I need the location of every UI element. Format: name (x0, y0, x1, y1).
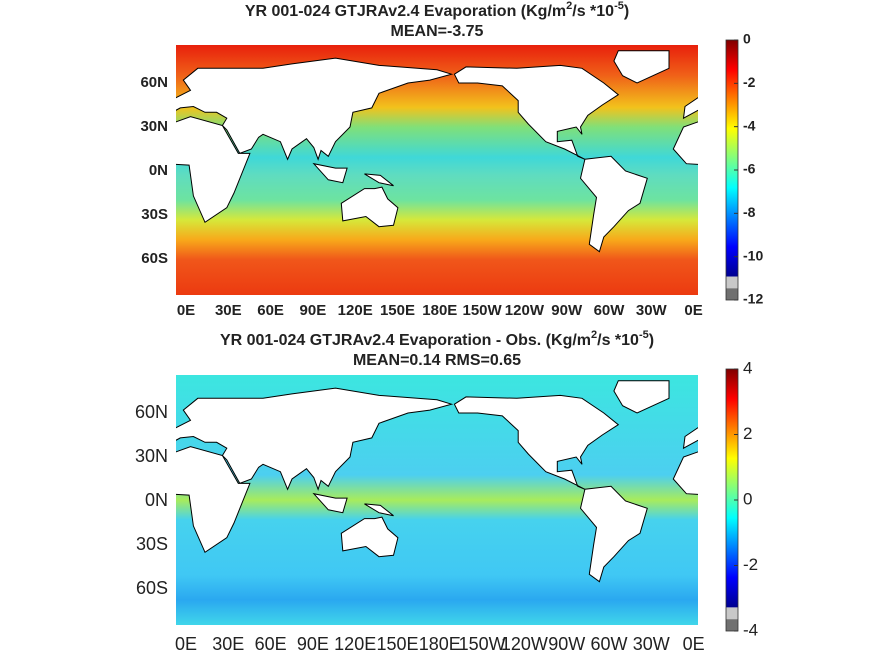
lon-label: 120E (338, 302, 373, 319)
title: YR 001-024 GTJRAv2.4 Evaporation (Kg/m2/… (245, 0, 629, 20)
colorbar-tick-label: 2 (743, 424, 752, 443)
lon-label: 60W (590, 634, 627, 654)
land (836, 494, 869, 513)
colorbar-under (726, 277, 738, 289)
land (863, 517, 875, 557)
colorbar-tick-label: -12 (743, 291, 763, 307)
land (684, 388, 875, 489)
lon-label: 0E (683, 634, 705, 654)
lat-label: 60S (136, 578, 168, 598)
lon-label: 90W (548, 634, 585, 654)
lon-label: 120E (334, 634, 376, 654)
colorbar-tick-label: 0 (743, 31, 751, 47)
land (59, 486, 126, 581)
subtitle: MEAN=-3.75 (391, 23, 484, 40)
title-part: ) (649, 332, 654, 349)
subtitle: MEAN=0.14 RMS=0.65 (353, 352, 521, 369)
lon-label: 60W (594, 302, 626, 319)
lon-label: 150W (459, 634, 506, 654)
lat-label: 30S (136, 534, 168, 554)
colorbar-fill (726, 369, 738, 607)
lat-label: 0N (149, 162, 168, 179)
lat-label: 30S (141, 206, 168, 223)
lon-label: 30W (636, 302, 668, 319)
colorbar-tick-label: -6 (743, 161, 756, 177)
land (0, 395, 96, 489)
lon-label: 30E (215, 302, 242, 319)
lat-label: 60N (140, 74, 168, 91)
lon-label: 150E (376, 634, 418, 654)
land (0, 65, 96, 159)
lon-label: 90E (297, 634, 329, 654)
lon-label: 30E (212, 634, 244, 654)
lat-label: 30N (135, 446, 168, 466)
land (684, 58, 875, 159)
colorbar-tick-label: -10 (743, 247, 763, 263)
lon-label: 60E (255, 634, 287, 654)
colorbar-fill (726, 40, 738, 277)
title-part: -5 (639, 329, 649, 341)
colorbar-under (726, 619, 738, 631)
land (59, 156, 126, 251)
colorbar-tick-label: 0 (743, 489, 752, 508)
lon-label: 90W (551, 302, 583, 319)
lon-label: 120W (505, 302, 545, 319)
lon-label: 180E (419, 634, 461, 654)
lon-label: 150E (380, 302, 415, 319)
lon-label: 180E (422, 302, 457, 319)
title-part: YR 001-024 GTJRAv2.4 Evaporation - Obs. … (220, 332, 591, 349)
lon-label: 120W (501, 634, 548, 654)
lon-label: 0E (177, 302, 195, 319)
colorbar-tick-label: -2 (743, 74, 756, 90)
lon-label: 0E (175, 634, 197, 654)
title: YR 001-024 GTJRAv2.4 Evaporation - Obs. … (220, 329, 654, 349)
title-part: -5 (614, 0, 624, 12)
land (92, 51, 147, 83)
colorbar-tick-label: 4 (743, 358, 752, 377)
colorbar-under (726, 288, 738, 300)
title-part: /s *10 (597, 332, 639, 349)
lat-label: 60S (141, 250, 168, 267)
lon-label: 90E (300, 302, 327, 319)
colorbar-tick-label: -4 (743, 117, 756, 133)
lat-label: 60N (135, 402, 168, 422)
lat-label: 0N (145, 490, 168, 510)
land (863, 187, 875, 227)
colorbar-under (726, 607, 738, 619)
land (836, 164, 869, 183)
lat-label: 30N (140, 118, 168, 135)
colorbar-tick-label: -2 (743, 555, 758, 574)
title-part: ) (624, 3, 629, 20)
title-part: YR 001-024 GTJRAv2.4 Evaporation (Kg/m (245, 3, 566, 20)
lon-label: 30W (633, 634, 670, 654)
lon-label: 150W (463, 302, 503, 319)
lon-label: 0E (684, 302, 702, 319)
lon-label: 60E (257, 302, 284, 319)
colorbar-tick-label: -4 (743, 620, 758, 639)
colorbar-tick-label: -8 (743, 204, 756, 220)
title-part: /s *10 (572, 3, 614, 20)
